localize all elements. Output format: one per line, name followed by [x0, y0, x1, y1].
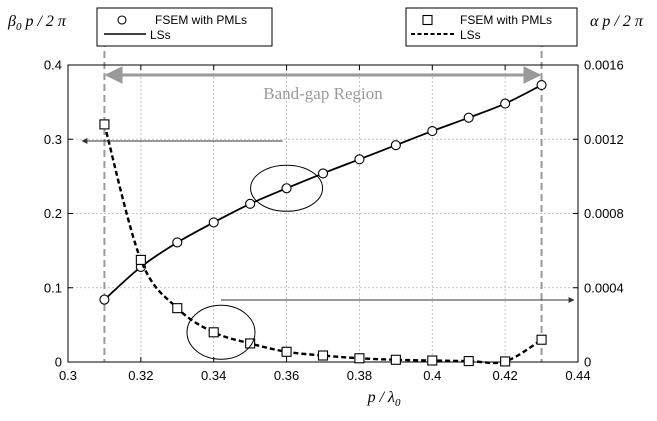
x-tick-label: 0.32 — [128, 368, 153, 383]
x-tick-label: 0.36 — [274, 368, 299, 383]
series-beta-point — [172, 237, 183, 248]
y-right-tick-label: 0.0016 — [584, 58, 624, 73]
x-axis-label: p / λ0 — [367, 389, 401, 409]
series-beta-line — [103, 84, 542, 301]
series-alpha-point — [208, 327, 219, 338]
legend-left-box — [96, 7, 273, 47]
legend-right-marker-label: FSEM with PMLs — [460, 13, 552, 27]
series-beta-point — [390, 140, 401, 151]
y-left-tick-label: 0 — [55, 355, 62, 370]
alpha-highlight-ellipse — [186, 304, 256, 360]
series-beta-point — [245, 198, 256, 209]
series-alpha-point — [354, 353, 365, 364]
series-alpha-point — [463, 356, 474, 367]
y-left-tick-label: 0.2 — [44, 206, 62, 221]
series-alpha-point — [281, 346, 292, 357]
legend-right-line-label: LSs — [460, 28, 481, 42]
y-right-tick-label: 0.0004 — [584, 280, 624, 295]
series-beta-point — [317, 168, 329, 179]
series — [99, 79, 547, 367]
legend-left: FSEM with PMLs LSs — [96, 7, 273, 47]
series-beta-point — [427, 126, 438, 137]
series-alpha-point — [135, 254, 146, 265]
series-alpha-point — [172, 303, 183, 314]
series-alpha-point — [390, 354, 401, 365]
series-beta-point — [281, 183, 292, 194]
x-tick-label: 0.4 — [423, 368, 441, 383]
series-alpha-point — [536, 334, 547, 345]
x-tick-label: 0.3 — [59, 368, 77, 383]
grid-lines — [68, 65, 578, 362]
series-beta-point — [500, 98, 511, 109]
legend-left-line-label: LSs — [150, 28, 171, 42]
y-axis-right-label: α p / 2 π — [590, 13, 644, 30]
x-tick-label: 0.34 — [201, 368, 226, 383]
beta-highlight-ellipse — [250, 164, 324, 212]
band-gap-label: Band-gap Region — [263, 84, 383, 103]
y-right-tick-label: 0.0012 — [584, 132, 624, 147]
series-alpha-point — [500, 356, 511, 367]
x-tick-label: 0.42 — [492, 368, 517, 383]
series-beta-point — [463, 112, 474, 123]
series-alpha-point — [99, 119, 110, 130]
band-gap-markers — [103, 40, 543, 362]
axis-ticks: 0.3 0.32 0.34 0.36 0.38 0.4 0.42 0.4400.10.20.3… — [44, 58, 624, 384]
legend-right-box — [405, 7, 578, 47]
legend-right: FSEM with PMLs LSs — [405, 7, 578, 47]
y-right-tick-label: 0.0008 — [584, 206, 624, 221]
legend-left-circle-marker — [117, 15, 127, 25]
x-tick-label: 0.38 — [347, 368, 372, 383]
series-beta-point — [536, 79, 547, 91]
y-left-tick-label: 0.4 — [44, 58, 62, 73]
y-left-tick-label: 0.1 — [44, 280, 62, 295]
series-beta-point — [99, 294, 110, 305]
series-alpha-point — [427, 355, 438, 366]
y-left-tick-label: 0.3 — [44, 132, 62, 147]
series-alpha-line — [103, 124, 543, 365]
legend-right-square-marker — [422, 14, 433, 26]
series-beta-point — [208, 217, 219, 228]
y-axis-left-label: β0 p / 2 π — [7, 13, 67, 33]
series-alpha-point — [245, 338, 256, 349]
series-beta-point — [354, 154, 365, 165]
y-right-tick-label: 0 — [584, 355, 591, 370]
series-alpha-point — [317, 350, 329, 361]
annotations: Band-gap Region — [81, 66, 575, 360]
legend-left-marker-label: FSEM with PMLs — [155, 13, 247, 27]
x-tick-label: 0.44 — [565, 368, 590, 383]
